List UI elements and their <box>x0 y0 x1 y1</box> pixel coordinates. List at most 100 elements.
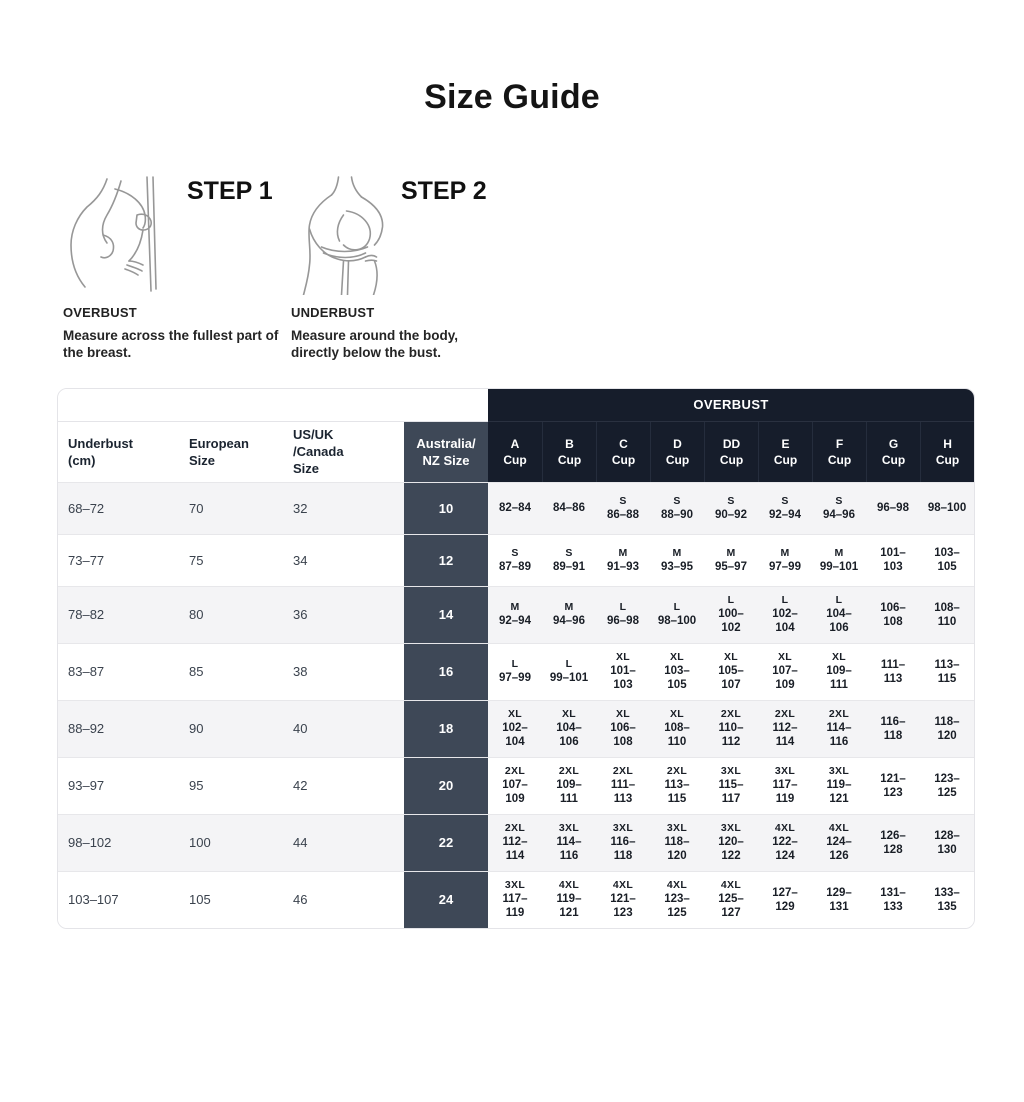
cup-range-cell: L 96–98 <box>596 585 650 643</box>
cup-range-cell: 126– 128 <box>866 813 920 871</box>
underbust-cm-cell: 93–97 <box>58 756 179 814</box>
australia-nz-size-cell: 22 <box>404 813 488 871</box>
size-chart-card: OVERBUST Underbust (cm) European Size US/UK /… <box>57 387 975 929</box>
cup-range-cell: 3XL 118– 120 <box>650 813 704 871</box>
underbust-cm-cell: 68–72 <box>58 481 179 534</box>
us-uk-canada-size-cell: 44 <box>283 813 404 871</box>
cup-a-header: A Cup <box>488 421 542 482</box>
cup-range-cell: XL 105– 107 <box>704 642 758 700</box>
cup-range-cell: 113– 115 <box>920 642 974 700</box>
cup-range-cell: 128– 130 <box>920 813 974 871</box>
european-size-cell: 80 <box>179 585 283 643</box>
step-1-label: STEP 1 <box>187 177 273 205</box>
size-chart-table: OVERBUST Underbust (cm) European Size US/UK /… <box>58 388 974 928</box>
cup-range-cell: 101– 103 <box>866 533 920 586</box>
cup-range-cell: 116– 118 <box>866 699 920 757</box>
australia-nz-size-cell: 10 <box>404 481 488 534</box>
column-header-row: Underbust (cm) European Size US/UK/Canada Siz… <box>58 421 974 482</box>
cup-range-cell: 103– 105 <box>920 533 974 586</box>
page-title: Size Guide <box>424 78 600 116</box>
cup-range-cell: S 86–88 <box>596 481 650 534</box>
cup-range-cell: M 92–94 <box>488 585 542 643</box>
us-uk-canada-size-cell: 38 <box>283 642 404 700</box>
size-table-body: 68–72 70 32 10 82–84 84–86 S 86–88 S 88–90 S 90–92 S… <box>58 481 974 928</box>
cup-range-cell: 3XL 117– 119 <box>488 870 542 928</box>
size-row: 98–102 100 44 22 2XL 112– 114 3XL 114– 116 3XL 116–… <box>58 813 974 871</box>
cup-range-cell: XL 109– 111 <box>812 642 866 700</box>
cup-range-cell: 84–86 <box>542 481 596 534</box>
us-uk-canada-size-cell: 46 <box>283 870 404 928</box>
step-2-measure-name: UNDERBUST <box>291 305 375 320</box>
cup-range-cell: S 88–90 <box>650 481 704 534</box>
size-row: 78–82 80 36 14 M 92–94 M 94–96 L 96–98 L 98–100 L 100… <box>58 585 974 643</box>
cup-range-cell: L 100– 102 <box>704 585 758 643</box>
cup-range-cell: M 95–97 <box>704 533 758 586</box>
underbust-cm-cell: 98–102 <box>58 813 179 871</box>
cup-range-cell: XL 108– 110 <box>650 699 704 757</box>
measurement-steps: STEP 1 OVERBUST Measure across the fulle… <box>63 173 1024 362</box>
cup-range-cell: 3XL 114– 116 <box>542 813 596 871</box>
australia-nz-size-cell: 20 <box>404 756 488 814</box>
cup-range-cell: XL 107– 109 <box>758 642 812 700</box>
cup-e-header: E Cup <box>758 421 812 482</box>
australia-nz-size-cell: 14 <box>404 585 488 643</box>
cup-range-cell: M 93–95 <box>650 533 704 586</box>
cup-range-cell: 2XL 113– 115 <box>650 756 704 814</box>
cup-range-cell: L 98–100 <box>650 585 704 643</box>
cup-range-cell: S 92–94 <box>758 481 812 534</box>
australia-nz-size-cell: 12 <box>404 533 488 586</box>
size-row: 103–107 105 46 24 3XL 117– 119 4XL 119– 121 4XL 121… <box>58 870 974 928</box>
underbust-cm-cell: 103–107 <box>58 870 179 928</box>
cup-range-cell: XL 103– 105 <box>650 642 704 700</box>
size-guide-page: Size Guide <box>0 78 1024 929</box>
cup-range-cell: L 99–101 <box>542 642 596 700</box>
european-size-cell: 90 <box>179 699 283 757</box>
cup-range-cell: M 91–93 <box>596 533 650 586</box>
underbust-cm-cell: 88–92 <box>58 699 179 757</box>
cup-range-cell: S 90–92 <box>704 481 758 534</box>
us-uk-canada-size-cell: 32 <box>283 481 404 534</box>
cup-range-cell: 3XL 115– 117 <box>704 756 758 814</box>
step-2-label: STEP 2 <box>401 177 487 205</box>
overbust-measurement-illustration <box>63 173 183 295</box>
step-2-description: Measure around the body, directly below … <box>291 328 459 361</box>
cup-range-cell: L 104– 106 <box>812 585 866 643</box>
us-uk-canada-size-cell: 36 <box>283 585 404 643</box>
cup-range-cell: 3XL 120– 122 <box>704 813 758 871</box>
cup-range-cell: 4XL 119– 121 <box>542 870 596 928</box>
cup-range-cell: 2XL 112– 114 <box>488 813 542 871</box>
cup-range-cell: 2XL 111– 113 <box>596 756 650 814</box>
cup-range-cell: XL 104– 106 <box>542 699 596 757</box>
european-size-cell: 70 <box>179 481 283 534</box>
cup-range-cell: 4XL 124– 126 <box>812 813 866 871</box>
cup-range-cell: S 89–91 <box>542 533 596 586</box>
cup-range-cell: L 102– 104 <box>758 585 812 643</box>
cup-range-cell: 4XL 125– 127 <box>704 870 758 928</box>
step-2-figure-row: STEP 2 <box>291 173 551 295</box>
blank-header-cell <box>58 388 488 422</box>
cup-range-cell: M 94–96 <box>542 585 596 643</box>
cup-f-header: F Cup <box>812 421 866 482</box>
cup-range-cell: 123– 125 <box>920 756 974 814</box>
cup-range-cell: 111– 113 <box>866 642 920 700</box>
underbust-measurement-illustration <box>291 173 397 295</box>
step-2-section: STEP 2 UNDERBUST Measure around the body… <box>291 173 551 362</box>
australia-nz-size-cell: 16 <box>404 642 488 700</box>
australia-nz-size-cell: 18 <box>404 699 488 757</box>
cup-g-header: G Cup <box>866 421 920 482</box>
cup-range-cell: M 97–99 <box>758 533 812 586</box>
european-size-cell: 75 <box>179 533 283 586</box>
cup-range-cell: 3XL 117– 119 <box>758 756 812 814</box>
cup-h-header: H Cup <box>920 421 974 482</box>
cup-dd-header: DD Cup <box>704 421 758 482</box>
size-row: 93–97 95 42 20 2XL 107– 109 2XL 109– 111 2XL 111– 11… <box>58 756 974 814</box>
cup-c-header: C Cup <box>596 421 650 482</box>
cup-range-cell: 4XL 122– 124 <box>758 813 812 871</box>
cup-range-cell: XL 101– 103 <box>596 642 650 700</box>
australia-nz-size-cell: 24 <box>404 870 488 928</box>
cup-range-cell: 96–98 <box>866 481 920 534</box>
size-row: 83–87 85 38 16 L 97–99 L 99–101 XL 101– 103 XL 103– 1… <box>58 642 974 700</box>
size-row: 88–92 90 40 18 XL 102– 104 XL 104– 106 XL 106– 108 XL… <box>58 699 974 757</box>
cup-range-cell: 133– 135 <box>920 870 974 928</box>
cup-range-cell: S 94–96 <box>812 481 866 534</box>
